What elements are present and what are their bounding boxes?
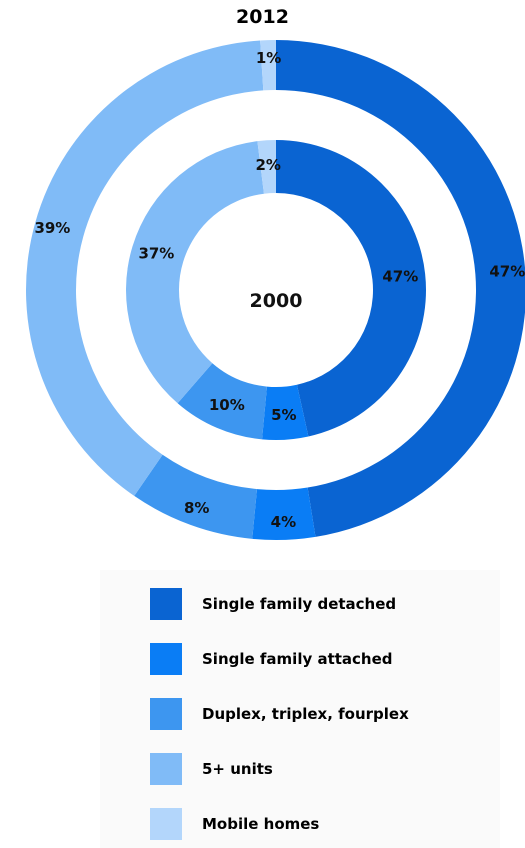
inner-slice-label: 10% bbox=[209, 396, 245, 414]
slice-labels: 47% 4% 8% 39% 1% 47% 5% 10% 37% 2% bbox=[34, 49, 525, 531]
legend-item-single-family-attached: Single family attached bbox=[150, 643, 393, 675]
outer-slice-label: 1% bbox=[256, 49, 281, 67]
outer-slice-label: 8% bbox=[184, 499, 209, 517]
inner-slice-label: 47% bbox=[382, 267, 418, 285]
outer-slice-5-units bbox=[25, 40, 264, 496]
inner-slice-5-units bbox=[125, 141, 264, 404]
outer-slice-label: 4% bbox=[271, 513, 296, 531]
legend-label: Duplex, triplex, fourplex bbox=[202, 705, 409, 723]
outer-slice-label: 47% bbox=[489, 263, 525, 281]
inner-slice-label: 37% bbox=[138, 245, 174, 263]
outer-slice-single-family-detached bbox=[276, 40, 525, 537]
outer-slice-duplex-triplex-fourplex bbox=[134, 454, 257, 539]
legend-item-single-family-detached: Single family detached bbox=[150, 588, 396, 620]
legend-item-5-plus-units: 5+ units bbox=[150, 753, 273, 785]
legend-swatch bbox=[150, 808, 182, 840]
outer-slice-label: 39% bbox=[34, 219, 70, 237]
legend-item-mobile-homes: Mobile homes bbox=[150, 808, 319, 840]
inner-slice-single-family-detached bbox=[276, 140, 426, 437]
legend-swatch bbox=[150, 643, 182, 675]
legend-label: Single family detached bbox=[202, 595, 397, 613]
outer-slice-mobile-homes bbox=[260, 40, 276, 91]
inner-ring-2000 bbox=[125, 140, 426, 440]
legend-label: Single family attached bbox=[202, 650, 393, 668]
legend-swatch bbox=[150, 588, 182, 620]
outer-slice-single-family-attached bbox=[252, 487, 316, 541]
outer-ring-title: 2012 bbox=[236, 6, 289, 28]
inner-ring-title: 2000 bbox=[250, 290, 303, 312]
legend-swatch bbox=[150, 698, 182, 730]
inner-slice-single-family-attached bbox=[262, 384, 309, 440]
donut-chart: 47% 4% 8% 39% 1% 47% 5% 10% 37% 2% 2000 bbox=[25, 40, 525, 541]
legend-label: Mobile homes bbox=[202, 815, 320, 833]
inner-slice-label: 5% bbox=[271, 406, 296, 424]
inner-slice-mobile-homes bbox=[257, 140, 276, 194]
legend-swatch bbox=[150, 753, 182, 785]
outer-ring-2012 bbox=[25, 40, 525, 541]
legend: Single family detached Single family att… bbox=[100, 570, 500, 848]
inner-slice-label: 2% bbox=[255, 156, 280, 174]
legend-label: 5+ units bbox=[202, 760, 273, 778]
inner-slice-duplex-triplex-fourplex bbox=[177, 363, 267, 440]
legend-item-duplex-triplex-fourplex: Duplex, triplex, fourplex bbox=[150, 698, 409, 730]
